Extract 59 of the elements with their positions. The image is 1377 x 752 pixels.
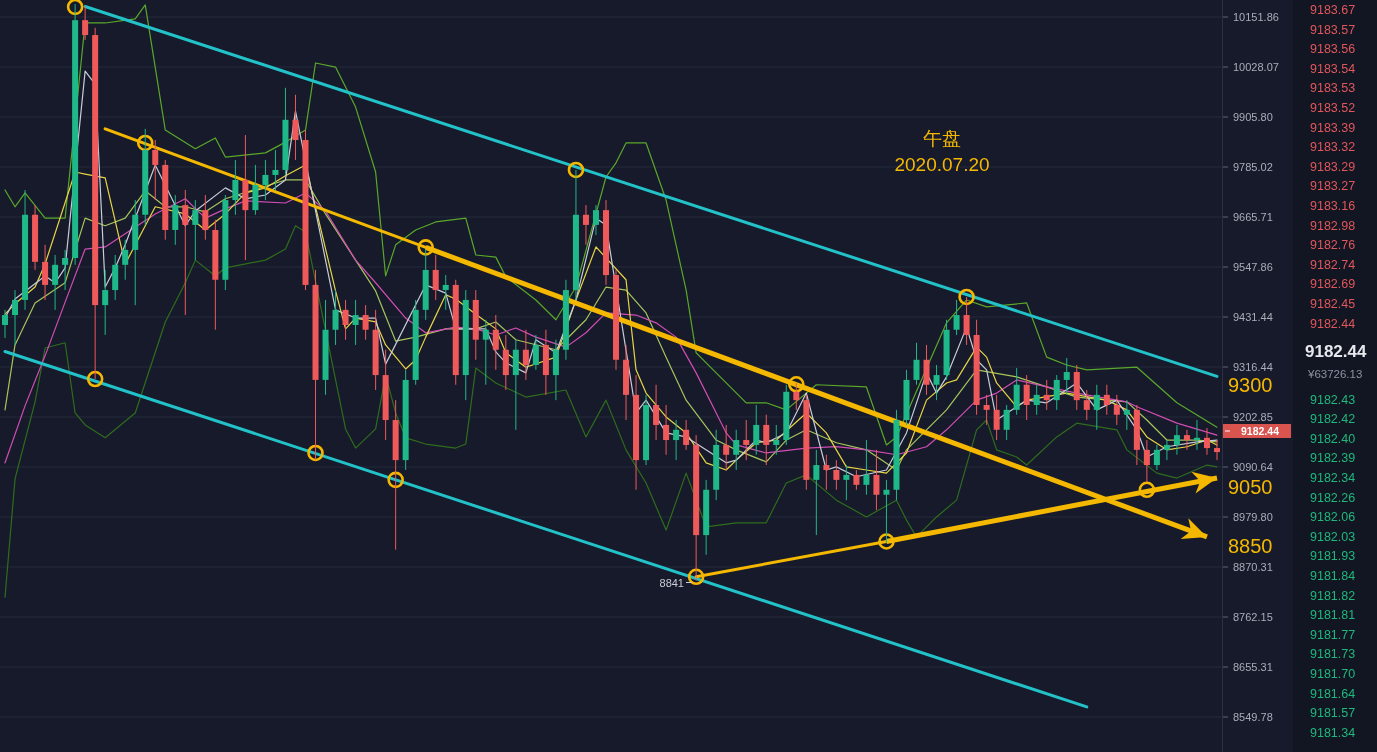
text: 9183.54	[1310, 61, 1356, 76]
text: 9183.27	[1310, 179, 1356, 194]
text: 9182.69	[1310, 277, 1356, 292]
y-tick-label: 8762.15	[1233, 611, 1273, 624]
text: ¥63726.13	[1307, 367, 1363, 380]
text: 9183.56	[1310, 42, 1356, 57]
text: 9050	[1228, 476, 1273, 498]
text: 9181.70	[1310, 667, 1356, 681]
text: 9183.67	[1310, 3, 1356, 17]
text: 9182.44	[1310, 316, 1356, 331]
y-tick-label: 8870.31	[1233, 561, 1273, 574]
y-tick-label: 9905.80	[1233, 111, 1273, 124]
text: 9181.64	[1310, 686, 1356, 701]
text: 9182.42	[1310, 412, 1356, 427]
y-tick-label: 8549.78	[1233, 711, 1273, 724]
y-tick-label: 9547.86	[1233, 261, 1273, 274]
text: 9182.06	[1310, 510, 1356, 525]
text: 9181.81	[1310, 608, 1356, 623]
y-tick-label: 9090.64	[1233, 461, 1273, 474]
text: 9182.26	[1310, 490, 1356, 505]
text: 9181.57	[1310, 706, 1356, 721]
text: 9183.29	[1310, 159, 1356, 174]
text: 9183.16	[1310, 199, 1356, 213]
text: 9182.43	[1310, 392, 1356, 407]
y-tick-label: 8979.80	[1233, 511, 1273, 524]
text: 2020.07.20	[894, 154, 990, 175]
price-tag: 9182.44	[1223, 424, 1291, 438]
text: 9182.44	[1305, 342, 1367, 362]
text: 9182.39	[1310, 451, 1356, 466]
text: 9181.73	[1310, 647, 1356, 662]
y-tick-label: 9665.71	[1233, 211, 1273, 224]
text: 9183.32	[1310, 140, 1356, 155]
y-tick-label: 9785.02	[1233, 161, 1273, 174]
text: 9182.98	[1310, 218, 1356, 233]
text: 9182.74	[1310, 257, 1356, 272]
y-tick-label: 9202.85	[1233, 411, 1273, 424]
text: 9183.39	[1310, 120, 1356, 135]
text: 9181.34	[1310, 725, 1356, 740]
text: 9300	[1228, 374, 1273, 396]
text: 9182.40	[1310, 431, 1356, 446]
annotation: 8841	[659, 576, 684, 589]
text: 9181.93	[1310, 549, 1356, 564]
text: 9181.84	[1310, 569, 1356, 583]
text: 9182.03	[1310, 529, 1356, 544]
text: 午盘	[923, 128, 961, 149]
text: 9181.77	[1310, 627, 1356, 642]
text: 9183.52	[1310, 101, 1356, 115]
y-tick-label: 8655.31	[1233, 661, 1273, 674]
text: 9182.34	[1310, 471, 1356, 485]
y-tick-label: 10028.07	[1233, 61, 1279, 74]
y-tick-label: 10151.86	[1233, 11, 1279, 23]
text: 9182.45	[1310, 297, 1356, 311]
text: 8850	[1228, 535, 1273, 557]
text: 9183.53	[1310, 81, 1356, 96]
text: 9183.57	[1310, 22, 1356, 37]
text: 9182.76	[1310, 238, 1356, 253]
y-tick-label: 9431.44	[1233, 311, 1273, 324]
y-tick-label: 9316.44	[1233, 361, 1273, 374]
text: 9181.82	[1310, 588, 1356, 603]
